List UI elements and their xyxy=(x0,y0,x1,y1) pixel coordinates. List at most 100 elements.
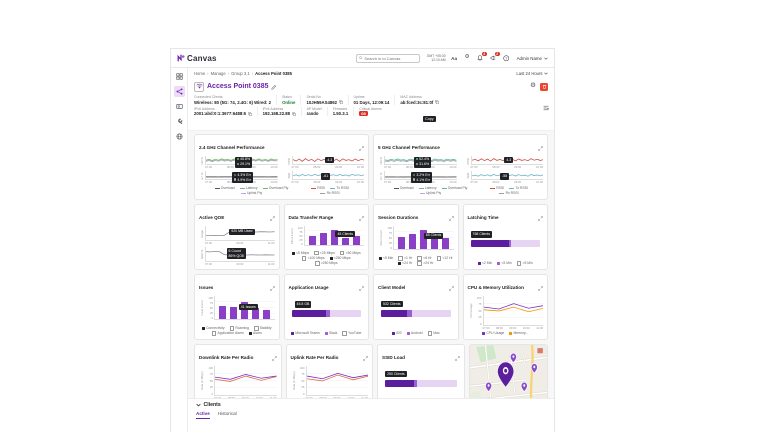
status-badge: Online xyxy=(282,99,296,105)
legend-item[interactable]: Microsoft Teams xyxy=(291,331,320,336)
plot: 52.4% 31.6% xyxy=(384,156,457,168)
help-icon[interactable]: ? xyxy=(502,54,511,63)
expand-icon[interactable] xyxy=(448,208,454,226)
sidebar-item-dashboard[interactable] xyxy=(174,71,185,82)
chart-area: Rate (in Mbps) 100 75 50 25 0 07:00 08:00 09:00 1… xyxy=(291,366,368,398)
axis-tick: 11:00 xyxy=(267,241,275,245)
user-menu[interactable]: Admin Name xyxy=(517,56,548,61)
ap-settings-gear-icon[interactable]: ⚙ xyxy=(530,82,536,90)
expand-icon[interactable] xyxy=(269,208,275,226)
plot-area: 45 Clients xyxy=(303,226,364,246)
legend-item[interactable]: <250 Mbps xyxy=(329,256,351,261)
legend-item[interactable]: YouTube xyxy=(342,331,361,336)
tab-historical[interactable]: Historical xyxy=(217,411,237,416)
expand-icon[interactable] xyxy=(359,208,364,226)
expand-icon[interactable] xyxy=(359,278,364,296)
mini-chart: RSSI 4.3 07:00 08:00 09:00 10:00 xyxy=(465,156,543,170)
legend-item[interactable]: <5 Min xyxy=(378,256,393,261)
expand-icon[interactable] xyxy=(538,278,543,296)
breadcrumb-manage[interactable]: Manage xyxy=(210,71,226,76)
copy-icon[interactable] xyxy=(247,111,252,116)
brand-logo[interactable]: Canvas xyxy=(177,54,217,63)
breadcrumb-group[interactable]: Group 3.1 xyxy=(231,71,250,76)
map-pin-icon[interactable] xyxy=(485,382,491,391)
expand-icon[interactable] xyxy=(269,278,275,296)
delete-ap-button[interactable] xyxy=(540,82,548,91)
copy-icon[interactable] xyxy=(435,100,439,104)
legend-item[interactable]: <5 Min xyxy=(497,261,512,266)
chart-area: 45.8 GB Microsoft Teams Slack YouTube xyxy=(289,296,365,336)
expand-icon[interactable] xyxy=(271,348,277,366)
notifications-bell-icon[interactable]: 4 xyxy=(476,51,487,63)
card-location-map[interactable] xyxy=(468,344,548,398)
map-pin-icon[interactable] xyxy=(531,364,537,373)
critical-alarm-badge[interactable]: 08 xyxy=(359,111,368,116)
legend-item[interactable]: Application Alarm xyxy=(211,331,244,336)
y-axis-ticks: 100 75 50 25 0 xyxy=(297,366,306,396)
bar xyxy=(330,230,338,245)
edit-pencil-icon[interactable] xyxy=(271,84,277,90)
copy-icon[interactable] xyxy=(291,111,296,116)
legend-item[interactable]: Alarm xyxy=(248,331,262,336)
announcements-icon[interactable]: 2 xyxy=(489,51,500,63)
bar-segment xyxy=(385,379,414,387)
axis-tick: 08:00 xyxy=(492,165,500,170)
section-collapse-chevron-icon[interactable] xyxy=(196,403,201,407)
legend-swatch xyxy=(301,256,307,261)
expand-icon[interactable] xyxy=(454,348,460,366)
sidebar-item-media[interactable] xyxy=(174,101,185,112)
legend-item[interactable]: Android xyxy=(406,331,423,336)
sidebar-item-network[interactable] xyxy=(173,86,185,97)
map[interactable] xyxy=(469,345,548,398)
legend-item[interactable]: >250 Mbps xyxy=(314,261,338,266)
plot: -61 xyxy=(291,170,364,181)
legend-item[interactable]: iOS xyxy=(391,331,402,336)
legend-item[interactable]: <1 Hr xyxy=(398,256,412,261)
legend-item[interactable]: <12 Hr xyxy=(436,256,453,261)
sidebar-item-globe[interactable] xyxy=(174,131,185,142)
map-pin-selected-icon[interactable] xyxy=(497,362,513,387)
side-nav xyxy=(171,68,188,432)
plot: 4.3 xyxy=(470,156,543,166)
legend-item[interactable]: <25 Mbps xyxy=(314,251,335,256)
legend-item[interactable]: <50 Mbps xyxy=(339,251,361,256)
global-search[interactable] xyxy=(355,53,420,63)
expand-icon[interactable] xyxy=(363,348,368,366)
legend-item[interactable]: >24 Hr xyxy=(417,261,434,266)
search-input[interactable] xyxy=(364,55,417,61)
expand-icon[interactable] xyxy=(538,208,543,226)
legend-item[interactable]: Stability xyxy=(253,326,272,331)
legend-item[interactable]: <2 Min xyxy=(477,261,492,266)
breadcrumb-row: Home › Manage › Group 3.1 › Access Point… xyxy=(188,68,554,79)
sidebar-item-tools[interactable] xyxy=(174,116,185,127)
notification-badge: 4 xyxy=(481,51,487,56)
stacked-bar: 532 Clients xyxy=(378,296,454,330)
expand-icon[interactable] xyxy=(448,278,454,296)
settings-gear-icon[interactable]: ⚙ xyxy=(464,54,470,61)
legend-item[interactable]: Roaming xyxy=(229,326,249,331)
copy-icon[interactable] xyxy=(338,100,343,104)
chart-area: Rate (in Mbps) 100 75 50 25 0 07:00 08:00 09:00 1… xyxy=(199,366,277,398)
map-canvas[interactable] xyxy=(469,345,548,398)
card-ssid-load: SSID Load 250 ClientsGuest WiFiStaff WiF… xyxy=(377,344,465,398)
expand-icon[interactable] xyxy=(538,138,543,156)
plot: 920 MB Used xyxy=(205,226,275,241)
breadcrumb-home[interactable]: Home xyxy=(194,71,206,76)
tab-active[interactable]: Active xyxy=(196,411,210,419)
map-pin-icon[interactable] xyxy=(510,353,516,362)
legend-item[interactable]: Connectivity xyxy=(201,326,225,331)
info-collapse-icon[interactable] xyxy=(543,98,550,116)
map-pin-icon[interactable] xyxy=(521,382,527,391)
legend-item[interactable]: >5 Min xyxy=(516,261,533,266)
language-icon[interactable]: Aa xyxy=(451,55,458,61)
legend-item[interactable]: <6 Hr xyxy=(417,256,432,261)
info-uptime: Uptime 01 Days, 12:09:14 xyxy=(347,95,395,105)
legend-item[interactable]: <100 Mbps xyxy=(301,256,325,261)
legend-item[interactable]: Mac xyxy=(427,331,440,336)
legend-item[interactable]: <24 Hr xyxy=(397,261,412,266)
legend-item[interactable]: Slack xyxy=(324,331,337,336)
legend-item[interactable]: <5 Mbps xyxy=(291,251,309,256)
time-filter-dropdown[interactable]: Last 24 Hours xyxy=(516,71,548,76)
expand-icon[interactable] xyxy=(359,138,364,156)
